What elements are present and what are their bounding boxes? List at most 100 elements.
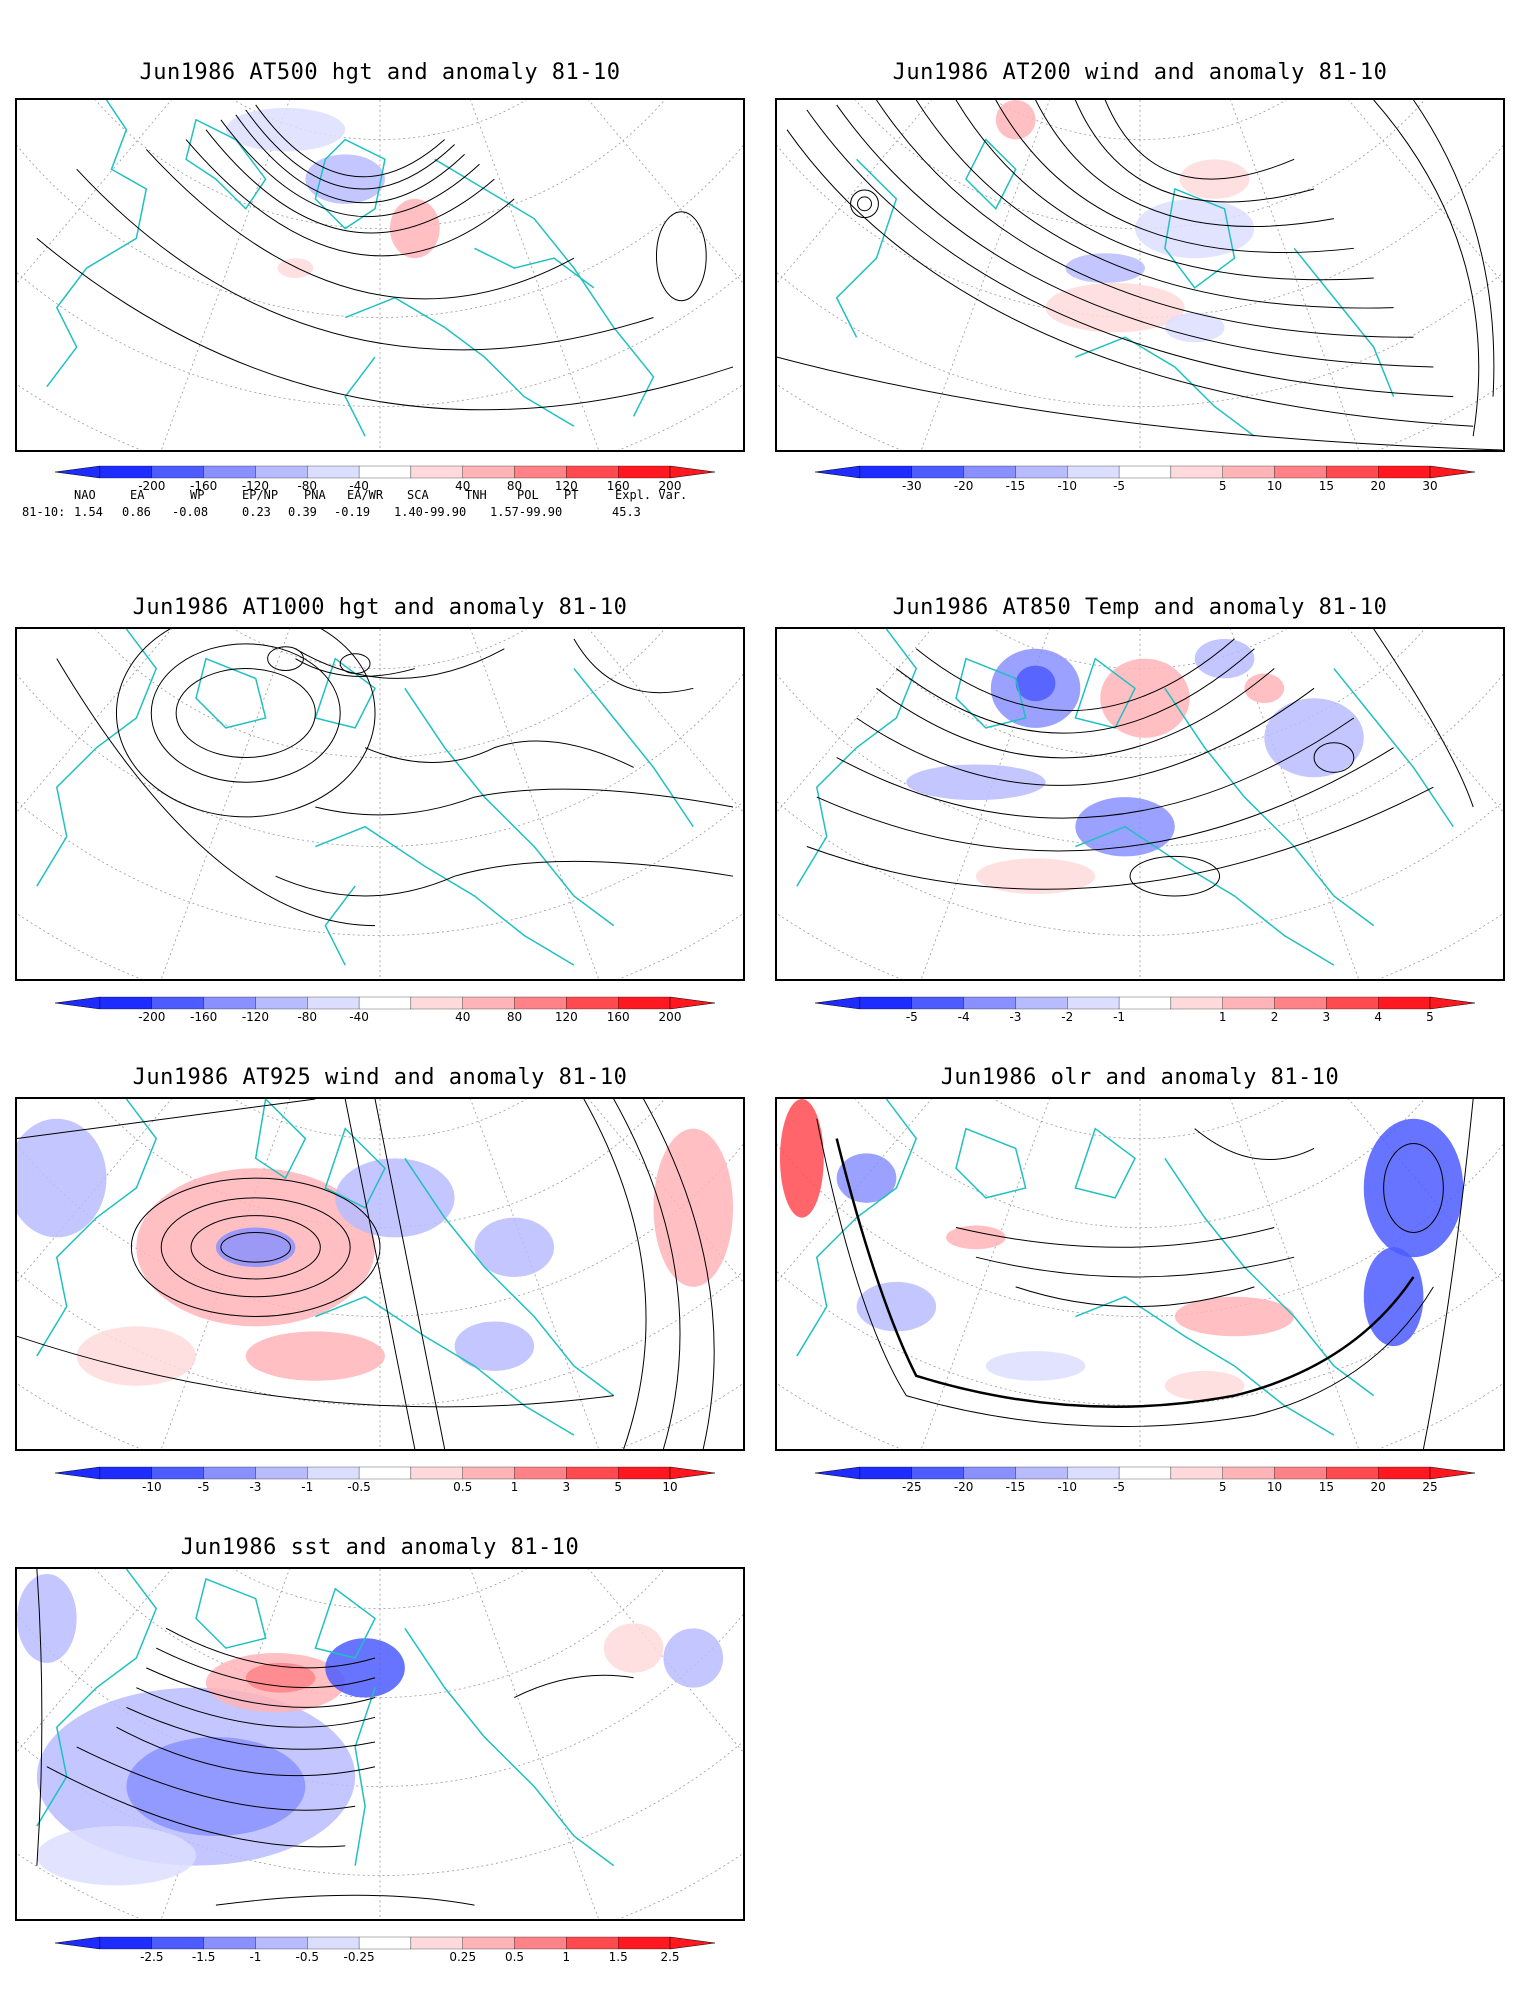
panel-title: Jun1986 olr and anomaly 81-10 [940, 1065, 1340, 1090]
map-olr [777, 1099, 1503, 1449]
colorbar-tick-label: -10 [142, 1480, 162, 1494]
colorbar-tick-label: 200 [659, 479, 682, 493]
map-sst [17, 1569, 743, 1919]
anomaly-shade-positive [975, 858, 1096, 894]
idx-value-eawr: -0.19 [334, 505, 371, 519]
colorbar-tick-label: -3 [249, 1480, 261, 1494]
map-hgt1000 [17, 629, 743, 979]
panel-temp850: Jun1986 AT850 Temp and anomaly 81-10 [775, 595, 1505, 1025]
colorbar-tick-label: 1 [563, 1950, 571, 1964]
colorbar-segment [859, 1466, 912, 1480]
colorbar: -25 -20 -15 -10 -5 5 10 15 20 25 [814, 1465, 1476, 1494]
anomaly-shade-positive [1244, 673, 1285, 704]
colorbar-tick-label: 20 [1371, 1480, 1386, 1494]
colorbar-tick-label: 3 [563, 1480, 571, 1494]
colorbar-arrow-low [54, 465, 101, 479]
colorbar-tick-label: -30 [902, 479, 922, 493]
colorbar-tick-label: 5 [1426, 1010, 1434, 1024]
colorbar-svg: -25 -20 -15 -10 -5 5 10 15 20 25 [814, 1466, 1476, 1494]
map-frame [15, 98, 745, 452]
colorbar-segment [358, 996, 412, 1010]
indices-header-row: NAO EA WP EP/NP PNA EA/WR SCA TNH POL PT… [22, 488, 722, 505]
colorbar-segment [151, 1936, 204, 1950]
colorbar-segment [151, 1466, 204, 1480]
idx-header-pt: PT [564, 488, 579, 502]
colorbar-segment [566, 1936, 619, 1950]
colorbar-segment [410, 1936, 463, 1950]
colorbar-tick-label: 1 [511, 1480, 519, 1494]
anomaly-shade-negative [215, 1227, 296, 1268]
idx-value-sca-tnh: 1.40-99.90 [394, 505, 467, 519]
colorbar-tick-label: -40 [349, 1010, 369, 1024]
colorbar-tick-label: 40 [455, 479, 470, 493]
colorbar-arrow-high [669, 996, 716, 1010]
panel-sst: Jun1986 sst and anomaly 81-10 [15, 1535, 745, 1965]
colorbar-tick-label: 200 [659, 1010, 682, 1024]
colorbar-tick-label: -200 [138, 479, 165, 493]
idx-header-pna: PNA [304, 488, 326, 502]
coastlines [36, 1099, 615, 1436]
idx-value-ea: 0.86 [122, 505, 151, 519]
anomaly-shade-negative [663, 1628, 724, 1688]
colorbar-svg: -200 -160 -120 -80 -40 40 80 120 160 200 [54, 465, 716, 493]
map-frame [775, 1097, 1505, 1451]
colorbar-tick-label: -3 [1009, 1010, 1021, 1024]
colorbar-tick-label: 120 [555, 479, 578, 493]
colorbar-segment [566, 1466, 619, 1480]
panel-wind200: Jun1986 AT200 wind and anomaly 81-10 [775, 60, 1505, 493]
colorbar-tick-label: -20 [954, 1480, 974, 1494]
anomaly-shade-positive [1045, 282, 1185, 333]
projection-grid [17, 100, 743, 450]
idx-header-epnp: EP/NP [242, 488, 279, 502]
idx-header-eawr: EA/WR [347, 488, 384, 502]
colorbar-segment [99, 1466, 152, 1480]
map-frame [775, 98, 1505, 452]
colorbar-arrow-high [1429, 1466, 1476, 1480]
anomaly-shade-negative [36, 1826, 197, 1886]
coastlines [835, 138, 1395, 437]
colorbar-segment [514, 1936, 567, 1950]
colorbar-segment [1170, 465, 1223, 479]
colorbar-tick-label: -120 [242, 1010, 269, 1024]
colorbar-segment [410, 465, 463, 479]
colorbar-segment [514, 1466, 567, 1480]
colorbar-segment [1378, 1466, 1431, 1480]
colorbar-tick-label: 2.5 [660, 1950, 679, 1964]
colorbar-segment [1222, 465, 1275, 479]
colorbar-tick-label: -2 [1061, 1010, 1073, 1024]
colorbar-segment [1067, 1466, 1120, 1480]
colorbar-tick-label: 80 [507, 479, 522, 493]
colorbar-segment [1118, 996, 1172, 1010]
colorbar-segment [462, 465, 515, 479]
colorbar-tick-label: 10 [662, 1480, 677, 1494]
colorbar-segment [514, 996, 567, 1010]
idx-header-ea: EA [130, 488, 145, 502]
indices-value-row: 81-10: 1.54 0.86 -0.08 0.23 0.39 -0.19 1… [22, 505, 722, 522]
colorbar-tick-label: 2 [1271, 1010, 1279, 1024]
map-frame [15, 1567, 745, 1921]
colorbar: -10 -5 -3 -1 -0.5 0.5 1 3 5 10 [54, 1465, 716, 1494]
colorbar: -5 -4 -3 -2 -1 1 2 3 4 5 [814, 995, 1476, 1024]
colorbar-segment [859, 996, 912, 1010]
anomaly-shade-negative [17, 1573, 77, 1663]
colorbar-segment [203, 996, 256, 1010]
colorbar-tick-label: 160 [607, 479, 630, 493]
map-temp850 [777, 629, 1503, 979]
colorbar-segment [255, 465, 308, 479]
colorbar-segment [618, 1936, 671, 1950]
colorbar-segment [618, 465, 671, 479]
colorbar-tick-label: -5 [1113, 1480, 1125, 1494]
colorbar-tick-label: 80 [507, 1010, 522, 1024]
idx-row-label: 81-10: [22, 505, 66, 519]
idx-value-wp: -0.08 [172, 505, 209, 519]
anomaly-shade-negative [985, 1351, 1086, 1381]
colorbar-segment [1274, 465, 1327, 479]
colorbar-segment [911, 465, 964, 479]
anomaly-shade-negative [1065, 253, 1145, 283]
colorbar-segment [1326, 1466, 1379, 1480]
colorbar-tick-label: 120 [555, 1010, 578, 1024]
colorbar-segment [99, 465, 152, 479]
anomaly-shade-negative [126, 1737, 306, 1836]
colorbar-segment [566, 996, 619, 1010]
colorbar-tick-label: 1 [1219, 1010, 1227, 1024]
